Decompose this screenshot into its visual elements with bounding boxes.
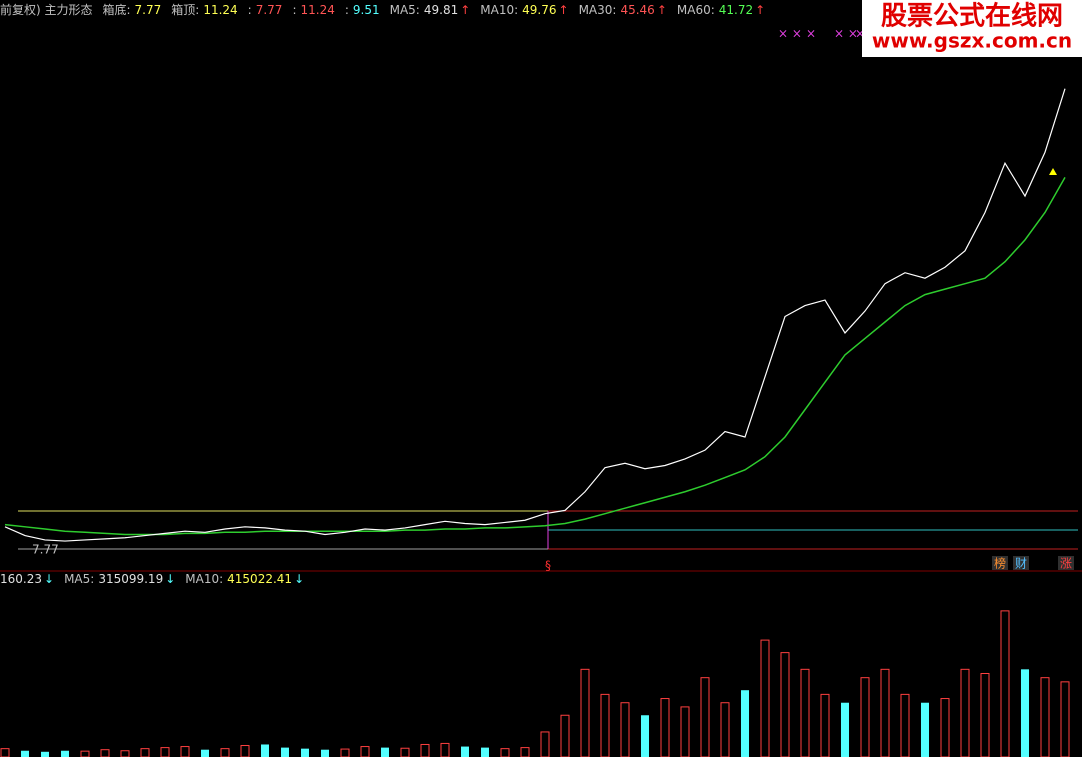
volume-bar — [481, 747, 489, 757]
volume-bar — [780, 652, 790, 757]
item-value: 7.77 — [256, 3, 283, 17]
volume-bar — [600, 693, 610, 757]
item-label: 箱底: — [103, 2, 131, 17]
item-value: 7.77 — [135, 3, 162, 17]
volume-bar — [540, 731, 550, 757]
item-value: 41.72 — [719, 3, 753, 17]
volume-bar — [841, 702, 849, 757]
volume-bar — [900, 693, 910, 757]
item-trend: ↓ — [44, 572, 54, 586]
volume-bar — [360, 746, 370, 757]
header: 前复权) 主力形态 箱底: 7.77 箱顶: 11.24:7.77:11.24:9.51… — [0, 2, 765, 17]
volume-bar — [500, 748, 510, 757]
volume-bar — [261, 744, 269, 757]
volume-bar — [1000, 610, 1010, 757]
badge-box — [1058, 556, 1074, 570]
item-label: MA30: — [579, 3, 617, 17]
item-value: 49.81 — [424, 3, 458, 17]
volume-bar — [180, 746, 190, 757]
volume-bar — [160, 747, 170, 757]
volume-bar — [301, 748, 309, 757]
item-value: 415022.41 — [227, 572, 292, 586]
volume-bar — [580, 668, 590, 757]
badge: 榜 — [994, 556, 1006, 571]
volume-bar — [800, 668, 810, 757]
volume-bar — [140, 748, 150, 757]
volume-bar — [680, 706, 690, 757]
close-line — [4, 88, 1066, 542]
item-value: 11.24 — [203, 3, 237, 17]
item-label: : — [292, 3, 296, 17]
item-label: MA60: — [677, 3, 715, 17]
volume-bar — [741, 690, 749, 757]
badge-box — [992, 556, 1008, 570]
volume-bar — [440, 742, 450, 757]
marker: × × — [778, 27, 802, 41]
volume-bar — [0, 748, 10, 757]
item-label: MA10: — [185, 572, 223, 586]
marker: × — [855, 27, 865, 41]
volume-bar — [560, 714, 570, 757]
item-trend: ↑ — [559, 3, 569, 17]
item-trend: ↓ — [294, 572, 304, 586]
marker: × × — [834, 27, 858, 41]
item-value: 45.46 — [620, 3, 654, 17]
item-label: MA10: — [480, 3, 518, 17]
volume-bar — [980, 673, 990, 757]
item-label: : — [345, 3, 349, 17]
item-label: : — [248, 3, 252, 17]
volume-bar — [880, 668, 890, 757]
watermark-url: www.gszx.com.cn — [872, 29, 1072, 53]
volume-bar — [641, 715, 649, 757]
item-label: MA5: — [64, 572, 94, 586]
header-title: 前复权) 主力形态 — [0, 2, 93, 17]
volume-bar — [220, 748, 230, 757]
item-label: 箱顶: — [171, 2, 199, 17]
header: 160.23 ↓ MA5: 315099.19 ↓ MA10: 415022.41 ↓ — [0, 572, 304, 586]
watermark-title: 股票公式在线网 — [881, 2, 1063, 32]
item-label: MA5: — [390, 3, 420, 17]
item-trend: ↓ — [165, 572, 175, 586]
item-value: 9.51 — [353, 3, 380, 17]
volume-bar — [201, 749, 209, 757]
item-value: 315099.19 — [98, 572, 163, 586]
volume-bar — [820, 693, 830, 757]
item-value: 160.23 — [0, 572, 42, 586]
watermark-box — [862, 0, 1082, 57]
volume-bar — [340, 748, 350, 757]
badge-box — [1013, 556, 1029, 570]
volume-bar — [281, 747, 289, 757]
ma60-line — [4, 177, 1066, 536]
volume-bar — [921, 702, 929, 757]
triangle-marker — [1049, 168, 1057, 175]
item-trend: ↑ — [657, 3, 667, 17]
item-trend: ↑ — [460, 3, 470, 17]
volume-bar — [321, 749, 329, 757]
item-value: 49.76 — [522, 3, 556, 17]
volume-bar — [21, 750, 29, 757]
volume-bar — [41, 751, 49, 757]
badge: 涨 — [1060, 556, 1072, 571]
volume-bar — [461, 746, 469, 757]
volume-bar — [381, 747, 389, 757]
volume-bar — [80, 750, 90, 757]
marker: × — [806, 27, 816, 41]
box-bottom-label: 7.77 — [32, 543, 59, 557]
volume-bar — [61, 750, 69, 757]
signal-markers: × × × × × × — [778, 27, 865, 41]
volume-bar — [960, 668, 970, 757]
item-value: 11.24 — [300, 3, 334, 17]
signal-label: § — [545, 559, 551, 573]
badge: 财 — [1015, 557, 1027, 571]
volume-bar — [520, 747, 530, 757]
item-trend: ↑ — [755, 3, 765, 17]
volume-bar — [1021, 669, 1029, 757]
